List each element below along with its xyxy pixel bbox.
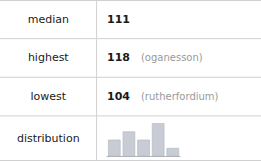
svg-text:distribution: distribution (17, 132, 80, 145)
svg-text:111: 111 (107, 13, 130, 26)
svg-text:104: 104 (107, 90, 130, 103)
svg-text:highest: highest (28, 51, 69, 64)
svg-text:median: median (28, 13, 69, 26)
svg-text:(oganesson): (oganesson) (141, 52, 203, 63)
svg-text:118: 118 (107, 51, 130, 64)
svg-text:lowest: lowest (30, 90, 66, 103)
svg-text:(rutherfordium): (rutherfordium) (141, 91, 219, 102)
